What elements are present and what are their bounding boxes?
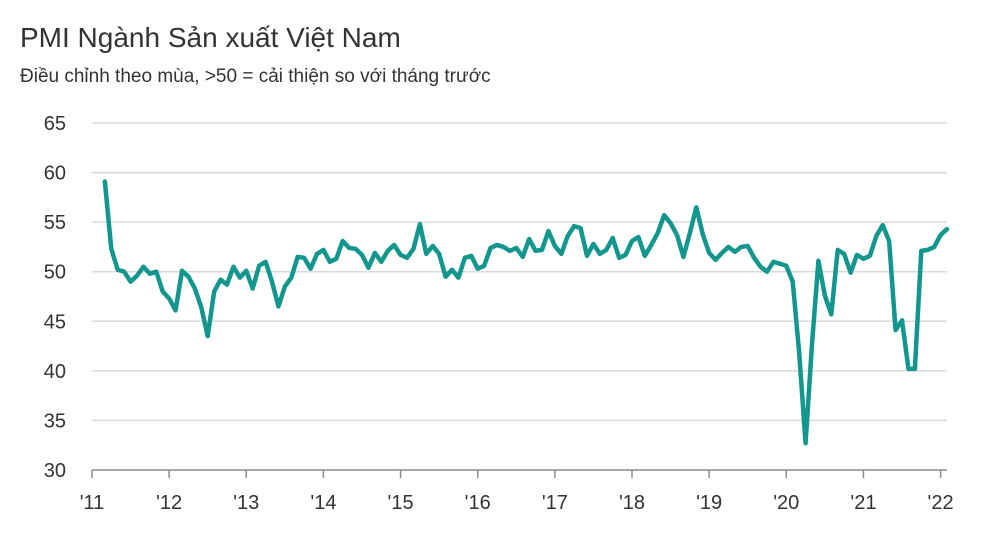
x-tick-label: '19	[696, 492, 722, 514]
x-tick-label: '18	[619, 492, 645, 514]
x-tick-label: '15	[388, 492, 414, 514]
x-tick-label: '21	[850, 492, 876, 514]
x-tick-label: '17	[542, 492, 568, 514]
x-tick-label: '22	[928, 492, 954, 514]
x-tick-label: '20	[773, 492, 799, 514]
x-tick-label: '11	[80, 492, 105, 514]
y-tick-label: 35	[44, 410, 66, 432]
y-tick-label: 55	[44, 212, 66, 234]
y-tick-label: 65	[44, 113, 66, 135]
x-tick-label: '16	[465, 492, 491, 514]
y-tick-label: 30	[44, 460, 66, 482]
chart-subtitle: Điều chỉnh theo mùa, >50 = cải thiện so …	[20, 66, 491, 87]
y-tick-label: 50	[44, 262, 66, 284]
x-tick-label: '13	[233, 492, 259, 514]
chart-title: PMI Ngành Sản xuất Việt Nam	[20, 22, 401, 53]
y-tick-label: 45	[44, 311, 66, 333]
x-tick-label: '14	[310, 492, 336, 514]
y-tick-label: 60	[44, 163, 66, 185]
pmi-series-line	[102, 179, 950, 446]
x-tick-label: '12	[156, 492, 182, 514]
y-tick-label: 40	[44, 361, 66, 383]
